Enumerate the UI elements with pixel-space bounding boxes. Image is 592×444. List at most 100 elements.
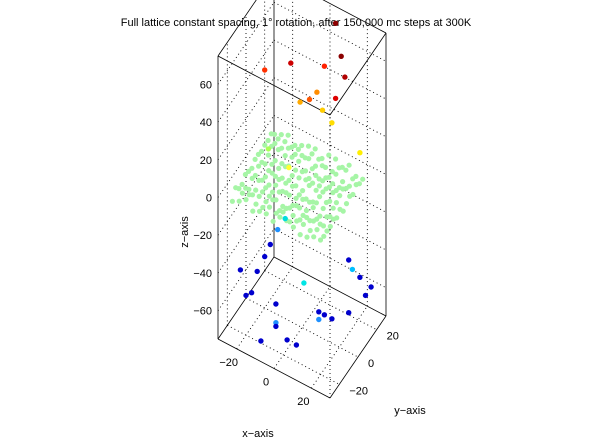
data-point: [262, 253, 268, 260]
lattice-point: [278, 132, 284, 138]
box-edge: [273, 256, 387, 317]
lattice-point: [337, 206, 343, 212]
lattice-point: [307, 227, 313, 234]
data-point: [332, 95, 339, 102]
data-point: [254, 268, 260, 275]
lattice-point: [269, 161, 275, 167]
x-tick-label: 20: [297, 396, 309, 408]
data-point: [273, 301, 279, 307]
lattice-point: [321, 233, 327, 239]
box-edge: [329, 315, 387, 399]
data-point: [273, 320, 279, 326]
lattice-point: [306, 182, 312, 189]
data-point: [237, 267, 244, 273]
lattice-point: [303, 207, 309, 214]
lattice-points: [229, 131, 366, 243]
lattice-point: [296, 158, 302, 164]
lattice-point: [242, 171, 248, 178]
lattice-point: [316, 156, 322, 162]
lattice-point: [250, 208, 256, 214]
lattice-point: [255, 151, 261, 157]
lattice-point: [307, 199, 313, 205]
y-axis-label: y−axis: [394, 405, 426, 417]
lattice-point: [269, 189, 276, 195]
lattice-point: [272, 158, 278, 164]
data-point: [346, 310, 352, 316]
lattice-point: [262, 142, 268, 148]
lattice-point: [300, 221, 306, 227]
x-axis-label: x−axis: [242, 428, 274, 440]
lattice-point: [337, 193, 343, 199]
data-point: [282, 215, 288, 222]
lattice-point: [326, 152, 332, 158]
lattice-point: [313, 187, 319, 193]
lattice-point: [275, 136, 281, 142]
lattice-point: [309, 166, 315, 172]
lattice-point: [263, 185, 269, 191]
lattice-point: [296, 192, 302, 198]
lattice-point: [297, 232, 303, 238]
grid-line-z-left-wall: [217, 190, 275, 274]
lattice-point: [317, 237, 324, 243]
lattice-point: [295, 146, 301, 152]
lattice-point: [317, 194, 323, 200]
z-tick-label: 60: [200, 79, 212, 91]
data-point: [346, 257, 352, 263]
lattice-point: [346, 162, 352, 168]
lattice-point: [283, 205, 289, 211]
data-point: [273, 323, 279, 330]
lattice-point: [296, 175, 302, 181]
chart-title: Full lattice constant spacing, 1° rotati…: [121, 17, 472, 29]
z-tick-label: 20: [200, 155, 212, 167]
data-point: [338, 53, 344, 59]
lattice-point: [253, 187, 259, 193]
data-point: [316, 309, 322, 315]
lattice-point: [262, 174, 268, 180]
lattice-point: [336, 165, 342, 171]
lattice-point: [320, 205, 326, 212]
lattice-point: [304, 214, 310, 221]
lattice-point: [283, 190, 289, 196]
lattice-point: [256, 208, 263, 214]
grid-line-z-back-wall: [273, 77, 387, 138]
lattice-point: [263, 199, 269, 205]
data-point: [267, 241, 273, 248]
lattice-point: [360, 176, 366, 182]
lattice-point: [330, 181, 336, 187]
lattice-point: [310, 218, 317, 224]
lattice-point: [290, 224, 296, 230]
lattice-point: [266, 193, 272, 199]
data-point: [258, 338, 264, 344]
lattice-point: [249, 165, 255, 171]
lattice-point: [289, 154, 295, 160]
lattice-point: [317, 221, 323, 227]
lattice-point: [333, 156, 339, 162]
lattice-point: [259, 189, 266, 195]
data-point: [301, 280, 307, 286]
grid-line-z-left-wall: [217, 115, 275, 198]
lattice-point: [273, 210, 279, 216]
lattice-point: [256, 193, 262, 199]
lattice-point: [246, 192, 252, 198]
lattice-point: [252, 156, 258, 162]
lattice-point: [268, 131, 274, 137]
data-point: [342, 74, 348, 80]
lattice-point: [327, 223, 333, 230]
tick-labels: −60 −40 −20 0 20 40 60 −20 0 20 −20 0 20: [193, 79, 399, 408]
lattice-point: [243, 197, 249, 203]
lattice-point: [275, 147, 281, 153]
lattice-point: [320, 189, 326, 195]
lattice-point: [300, 196, 306, 202]
lattice-point: [313, 200, 319, 206]
data-point: [332, 20, 339, 26]
z-tick-label: −40: [193, 268, 212, 280]
lattice-point: [289, 183, 296, 189]
lattice-point: [299, 152, 305, 159]
lattice-point: [256, 163, 262, 169]
lattice-point: [277, 214, 283, 220]
data-point: [316, 316, 322, 323]
lattice-point: [333, 200, 339, 206]
lattice-point: [259, 159, 265, 165]
lattice-point: [236, 198, 242, 204]
